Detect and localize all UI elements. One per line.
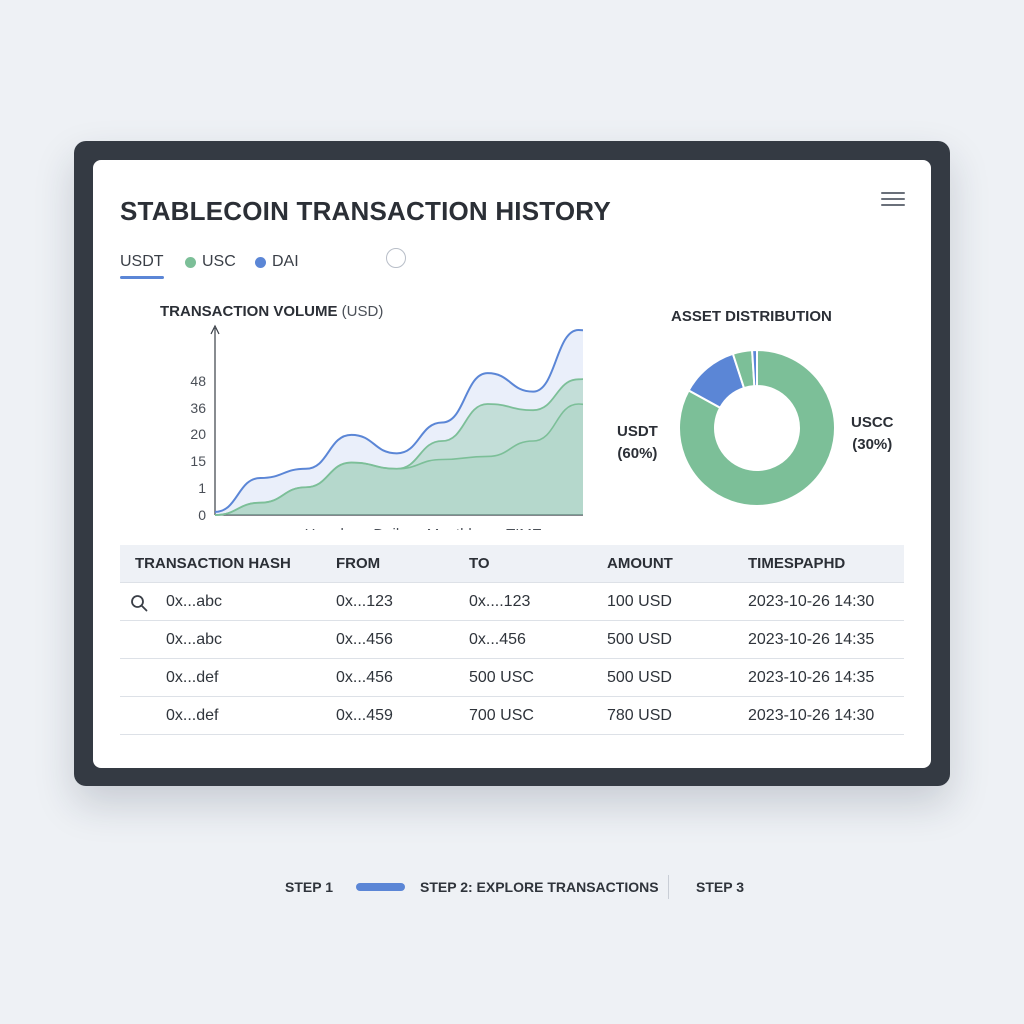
cell-hash: 0x...def (166, 668, 219, 686)
donut-label-uscc: USCC (30%) (851, 412, 894, 456)
blue-dot-icon (255, 256, 266, 268)
y-tick-label: 0 (198, 507, 206, 523)
tab-label: USDT (120, 253, 164, 270)
cell-timestamp: 2023-10-26 14:30 (748, 592, 875, 610)
volume-chart: TRANSACTION VOLUME (USD) 0 1 15 20 36 48 Houal… (123, 300, 625, 543)
donut-title: ASSET DISTRIBUTION (671, 308, 832, 325)
header-timestamp[interactable]: TIMESPAPHD (748, 555, 846, 572)
chart-title-text: TRANSACTION VOLUME (160, 303, 338, 320)
step-3[interactable]: STEP 3 (696, 879, 744, 895)
device-frame: STABLECOIN TRANSACTION HISTORY USDT USC … (74, 141, 950, 786)
asset-tabs: USDT USC DAI (120, 246, 440, 280)
tab-usc[interactable]: USC (185, 246, 236, 278)
y-axis-arrow (210, 324, 220, 335)
x-tick-label: Daily (373, 526, 407, 530)
cell-to: 0x...456 (469, 630, 526, 648)
cell-hash: 0x...abc (166, 630, 223, 648)
x-tick-label: TIME (506, 526, 542, 530)
series-area (215, 367, 624, 515)
cell-amount: 500 USD (607, 630, 672, 648)
stepper: STEP 1 STEP 2: EXPLORE TRANSACTIONS STEP… (0, 875, 1024, 900)
volume-chart-svg: 0 1 15 20 36 48 Houaly Daily Monthly TIME (190, 324, 625, 543)
chart-title: TRANSACTION VOLUME (USD) (160, 303, 383, 320)
table-header: TRANSACTION HASH FROM TO AMOUNT TIMESPAP… (120, 545, 904, 583)
cell-from: 0x...123 (336, 592, 393, 610)
donut-label-name: USDT (617, 423, 658, 440)
step-progress-bar (356, 883, 405, 891)
cell-hash: 0x...abc (166, 592, 223, 610)
cell-timestamp: 2023-10-26 14:35 (748, 668, 875, 686)
donut-svg (678, 348, 836, 507)
dashboard-screen: STABLECOIN TRANSACTION HISTORY USDT USC … (93, 160, 931, 768)
y-tick-label: 20 (190, 426, 206, 442)
header-from[interactable]: FROM (336, 555, 381, 572)
y-tick-label: 48 (190, 373, 206, 389)
cell-from: 0x...456 (336, 668, 393, 686)
series-line (214, 328, 625, 513)
cell-amount: 500 USD (607, 668, 672, 686)
y-tick-label: 36 (190, 400, 206, 416)
donut-label-name: USCC (851, 414, 894, 431)
series-area (215, 330, 624, 515)
green-dot-icon (185, 256, 196, 268)
cell-timestamp: 2023-10-26 14:35 (748, 630, 875, 648)
series-area (215, 404, 624, 515)
header-hash[interactable]: TRANSACTION HASH (135, 555, 291, 572)
asset-donut (675, 346, 839, 510)
y-tick-label: 15 (190, 453, 206, 469)
transactions-table: TRANSACTION HASH FROM TO AMOUNT TIMESPAP… (120, 545, 904, 735)
donut-slice (751, 348, 758, 388)
cell-amount: 100 USD (607, 592, 672, 610)
cell-hash: 0x...def (166, 706, 219, 724)
cell-amount: 780 USD (607, 706, 672, 724)
cell-to: 0x....123 (469, 592, 531, 610)
step-divider (668, 875, 669, 899)
step-2[interactable]: STEP 2: EXPLORE TRANSACTIONS (420, 879, 659, 895)
y-tick-label: 1 (198, 480, 206, 496)
chart-title-unit: (USD) (341, 303, 384, 320)
search-icon[interactable] (130, 594, 148, 612)
circle-toggle-icon[interactable] (386, 248, 406, 268)
donut-label-usdt: USDT (60%) (617, 421, 658, 465)
x-tick-label: Houaly (305, 526, 352, 530)
tab-usdt[interactable]: USDT (120, 246, 164, 279)
table-row[interactable]: 0x...def 0x...456 500 USC 500 USD 2023-1… (120, 659, 904, 697)
x-tick-label: Monthly (427, 526, 480, 530)
donut-slice (678, 348, 836, 507)
header-to[interactable]: TO (469, 555, 490, 572)
cell-to: 700 USC (469, 706, 534, 724)
donut-label-pct: (60%) (617, 445, 658, 462)
table-row[interactable]: 0x...def 0x...459 700 USC 780 USD 2023-1… (120, 697, 904, 735)
hamburger-menu-icon[interactable] (880, 188, 906, 210)
table-row[interactable]: 0x...abc 0x...456 0x...456 500 USD 2023-… (120, 621, 904, 659)
tab-label: USC (202, 253, 236, 270)
tab-dai[interactable]: DAI (255, 246, 299, 278)
cell-from: 0x...459 (336, 706, 393, 724)
step-1[interactable]: STEP 1 (285, 879, 333, 895)
cell-from: 0x...456 (336, 630, 393, 648)
cell-to: 500 USC (469, 668, 534, 686)
cell-timestamp: 2023-10-26 14:30 (748, 706, 875, 724)
page-title: STABLECOIN TRANSACTION HISTORY (120, 196, 611, 226)
series-line (214, 403, 625, 516)
tab-label: DAI (272, 253, 299, 270)
header-amount[interactable]: AMOUNT (607, 555, 673, 572)
table-row[interactable]: 0x...abc 0x...123 0x....123 100 USD 2023… (120, 583, 904, 621)
donut-label-pct: (30%) (852, 436, 893, 453)
